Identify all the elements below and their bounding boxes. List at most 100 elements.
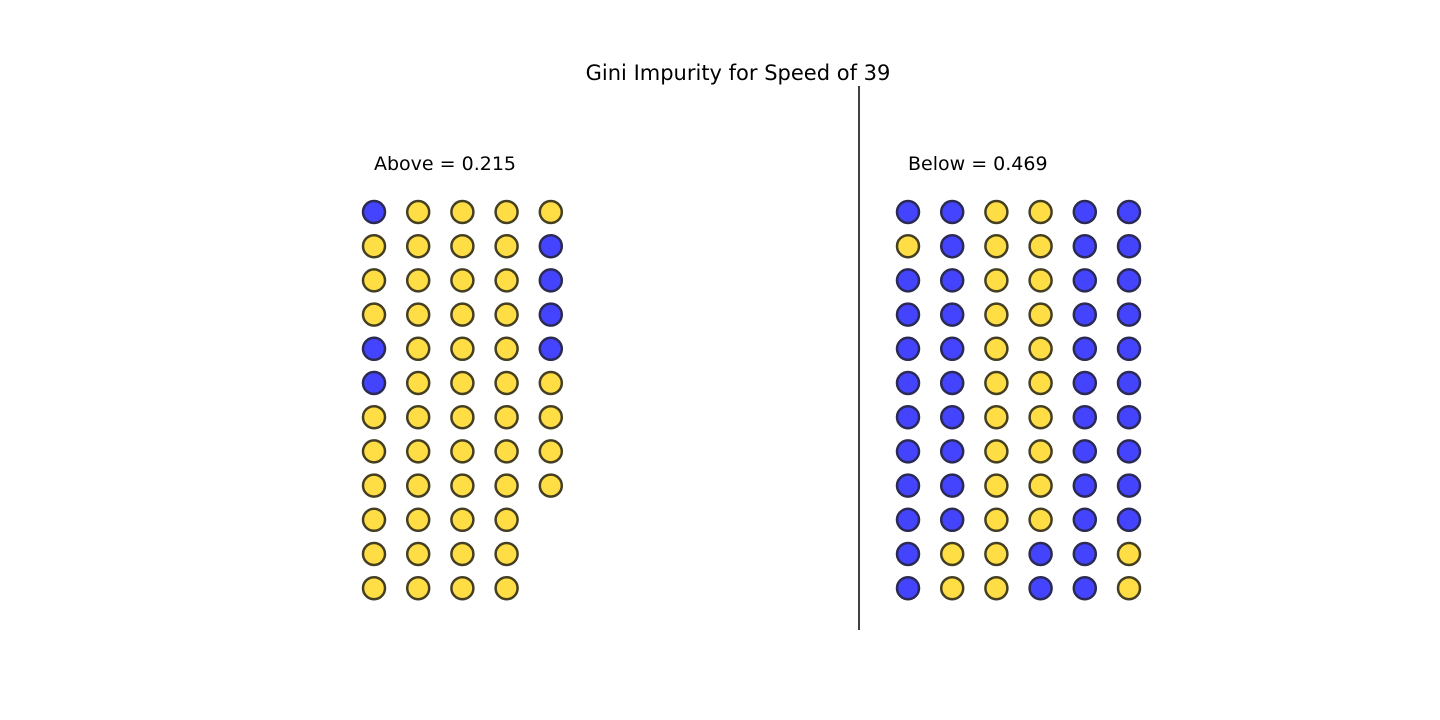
below-dot-blue bbox=[939, 233, 965, 259]
below-dot-blue bbox=[1072, 439, 1098, 464]
above-dot-yellow bbox=[405, 302, 431, 327]
above-dot-yellow bbox=[405, 336, 431, 362]
below-dot-blue bbox=[895, 507, 921, 533]
above-dot-yellow bbox=[494, 268, 519, 293]
below-dot-yellow bbox=[1028, 302, 1053, 327]
below-dot-yellow bbox=[984, 507, 1009, 533]
below-dot-blue bbox=[1116, 473, 1142, 498]
below-dot-yellow bbox=[984, 575, 1009, 601]
above-dot-yellow bbox=[450, 439, 475, 464]
above-dot-yellow bbox=[405, 473, 431, 498]
below-dot-yellow bbox=[1028, 336, 1053, 362]
below-dot-blue bbox=[895, 541, 921, 567]
above-dot-yellow bbox=[361, 541, 387, 567]
above-dot-blue bbox=[361, 199, 387, 225]
above-dot-yellow bbox=[538, 473, 564, 498]
below-dot-blue bbox=[895, 439, 921, 464]
below-dot-blue bbox=[1072, 575, 1098, 601]
above-dot-yellow bbox=[494, 336, 519, 362]
below-dot-blue bbox=[1116, 199, 1142, 225]
below-dot-yellow bbox=[984, 370, 1009, 396]
below-dot-blue bbox=[939, 439, 965, 464]
above-dot-yellow bbox=[450, 336, 475, 362]
above-dot-yellow bbox=[450, 541, 475, 567]
below-dot-yellow bbox=[1028, 404, 1053, 430]
below-dot-yellow bbox=[1028, 233, 1053, 259]
below-dot-blue bbox=[1072, 404, 1098, 430]
above-dot-yellow bbox=[450, 370, 475, 396]
above-dot-yellow bbox=[405, 268, 431, 293]
below-dot-yellow bbox=[939, 541, 965, 567]
below-dot-blue bbox=[939, 473, 965, 498]
below-dot-blue bbox=[895, 302, 921, 327]
above-dot-yellow bbox=[450, 507, 475, 533]
above-dot-yellow bbox=[405, 199, 431, 225]
above-dot-yellow bbox=[405, 370, 431, 396]
below-dot-yellow bbox=[984, 404, 1009, 430]
below-dot-yellow bbox=[984, 302, 1009, 327]
above-dot-yellow bbox=[494, 233, 519, 259]
above-dot-blue bbox=[361, 370, 387, 396]
above-dot-yellow bbox=[361, 473, 387, 498]
below-dot-blue bbox=[939, 404, 965, 430]
below-dot-yellow bbox=[984, 233, 1009, 259]
below-dot-blue bbox=[1072, 233, 1098, 259]
above-dot-yellow bbox=[405, 541, 431, 567]
below-dot-blue bbox=[939, 302, 965, 327]
below-dot-blue bbox=[1072, 370, 1098, 396]
below-panel-label: Below = 0.469 bbox=[908, 153, 1048, 175]
above-dot-yellow bbox=[494, 302, 519, 327]
above-dot-yellow bbox=[405, 233, 431, 259]
below-dot-blue bbox=[1072, 268, 1098, 293]
above-dot-blue bbox=[538, 268, 564, 293]
below-dot-yellow bbox=[984, 541, 1009, 567]
above-dot-yellow bbox=[405, 439, 431, 464]
above-dot-yellow bbox=[450, 575, 475, 601]
below-dot-blue bbox=[1116, 439, 1142, 464]
above-dot-yellow bbox=[361, 268, 387, 293]
above-dot-yellow bbox=[450, 233, 475, 259]
below-dot-yellow bbox=[1028, 507, 1053, 533]
above-panel-label: Above = 0.215 bbox=[374, 153, 516, 175]
below-dot-blue bbox=[1116, 370, 1142, 396]
above-dot-yellow bbox=[361, 575, 387, 601]
below-dot-blue bbox=[1072, 336, 1098, 362]
above-dot-blue bbox=[538, 233, 564, 259]
below-dot-blue bbox=[1072, 473, 1098, 498]
below-dot-yellow bbox=[984, 439, 1009, 464]
above-dot-yellow bbox=[494, 575, 519, 601]
below-dot-blue bbox=[1028, 575, 1053, 601]
above-dot-yellow bbox=[494, 507, 519, 533]
above-dot-yellow bbox=[494, 370, 519, 396]
below-dot-yellow bbox=[1028, 199, 1053, 225]
below-dot-blue bbox=[1072, 541, 1098, 567]
above-dot-yellow bbox=[538, 404, 564, 430]
below-dot-blue bbox=[939, 507, 965, 533]
below-dot-blue bbox=[1072, 507, 1098, 533]
below-dot-blue bbox=[895, 404, 921, 430]
below-dot-blue bbox=[1072, 199, 1098, 225]
above-dot-yellow bbox=[494, 404, 519, 430]
above-dot-blue bbox=[361, 336, 387, 362]
above-dot-yellow bbox=[361, 233, 387, 259]
below-dot-yellow bbox=[1028, 370, 1053, 396]
above-dot-yellow bbox=[450, 268, 475, 293]
above-dot-yellow bbox=[494, 199, 519, 225]
below-dot-blue bbox=[1072, 302, 1098, 327]
above-dot-yellow bbox=[450, 404, 475, 430]
above-dot-yellow bbox=[494, 541, 519, 567]
below-panel-dots bbox=[895, 199, 1142, 601]
below-dot-yellow bbox=[984, 268, 1009, 293]
below-dot-blue bbox=[939, 370, 965, 396]
below-dot-yellow bbox=[939, 575, 965, 601]
below-dot-yellow bbox=[1116, 541, 1142, 567]
below-dot-blue bbox=[895, 575, 921, 601]
above-dot-yellow bbox=[450, 473, 475, 498]
above-dot-yellow bbox=[450, 199, 475, 225]
below-dot-yellow bbox=[984, 473, 1009, 498]
below-dot-yellow bbox=[895, 233, 921, 259]
above-dot-yellow bbox=[361, 302, 387, 327]
above-dot-yellow bbox=[405, 404, 431, 430]
above-dot-yellow bbox=[450, 302, 475, 327]
